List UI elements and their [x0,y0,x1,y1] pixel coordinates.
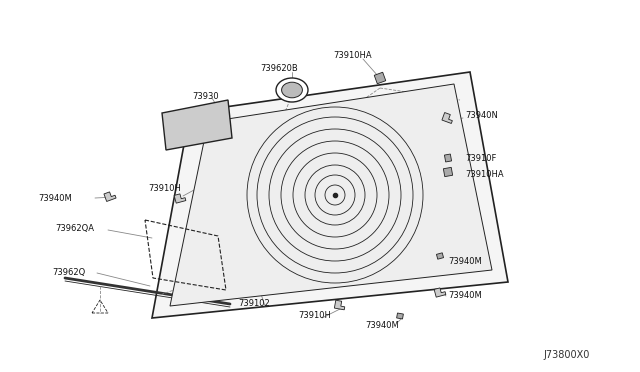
Text: 73940M: 73940M [38,193,72,202]
Polygon shape [104,192,116,202]
Polygon shape [434,288,446,297]
Text: 73940M: 73940M [448,291,482,299]
Text: 739102: 739102 [238,299,269,308]
Polygon shape [162,100,232,150]
Text: 73940M: 73940M [448,257,482,266]
Polygon shape [436,253,444,259]
Polygon shape [374,72,386,84]
Text: 73962Q: 73962Q [52,267,85,276]
Text: 73910HA: 73910HA [465,170,504,179]
Ellipse shape [282,82,302,98]
Text: 73962QA: 73962QA [55,224,94,232]
Polygon shape [442,113,452,124]
Text: 73940M: 73940M [365,321,399,330]
Polygon shape [444,154,452,162]
Text: J73800X0: J73800X0 [543,350,590,360]
Text: 73940N: 73940N [465,110,498,119]
Text: 73910H: 73910H [148,183,181,192]
Polygon shape [174,194,186,203]
Text: 73910F: 73910F [465,154,497,163]
Polygon shape [170,84,492,306]
Text: 73910H: 73910H [298,311,331,321]
Text: 739620B: 739620B [260,64,298,73]
Text: 73930: 73930 [192,92,219,100]
Polygon shape [152,72,508,318]
Polygon shape [444,167,452,177]
Polygon shape [397,313,403,319]
Ellipse shape [276,78,308,102]
Text: 73910HA: 73910HA [333,51,372,60]
Polygon shape [334,300,345,310]
